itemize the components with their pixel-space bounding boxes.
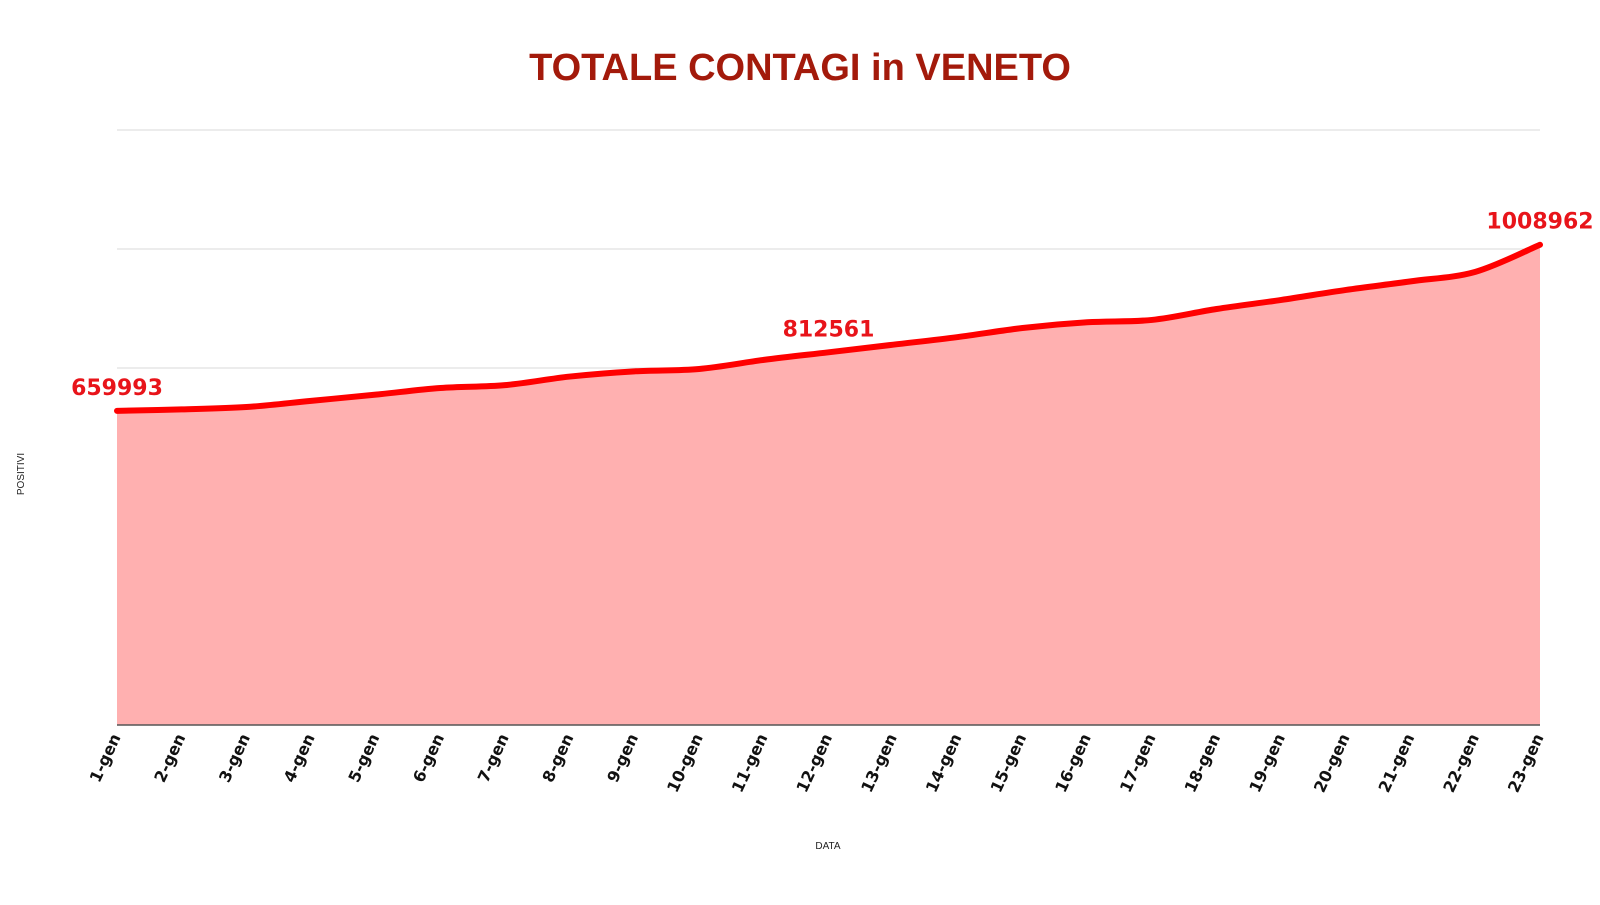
x-tick-label: 17-gen [1116,731,1160,796]
x-tick-label: 13-gen [857,731,901,796]
data-label: 812561 [783,317,875,342]
x-tick-label: 18-gen [1181,731,1225,796]
x-tick-label: 6-gen [409,731,448,786]
x-tick-label: 14-gen [922,731,966,796]
x-tick-label: 9-gen [603,731,642,786]
x-tick-label: 1-gen [86,731,125,786]
area-fill [117,244,1540,726]
data-label: 1008962 [1486,210,1593,235]
y-axis-title: POSITIVI [16,453,27,495]
x-tick-label: 20-gen [1310,731,1354,796]
x-axis-title: DATA [815,841,841,852]
x-tick-label: 12-gen [792,731,836,796]
x-tick-label: 2-gen [150,731,189,786]
data-label: 659993 [71,376,163,401]
x-tick-label: 22-gen [1439,731,1483,796]
x-tick-label: 23-gen [1504,731,1548,796]
x-tick-label: 5-gen [344,731,383,786]
x-tick-label: 8-gen [538,731,577,786]
x-tick-label: 19-gen [1245,731,1289,796]
x-axis-ticks: 1-gen 2-gen 3-gen 4-gen 5-gen 6-gen 7-gen 8-gen… [86,731,1548,796]
data-labels: 659993 812561 1008962 [71,210,1594,401]
series-line [114,241,1543,414]
x-tick-label: 21-gen [1375,731,1419,796]
x-tick-label: 4-gen [280,731,319,786]
x-tick-label: 15-gen [986,731,1030,796]
x-tick-label: 16-gen [1051,731,1095,796]
x-tick-label: 7-gen [474,731,513,786]
chart-title: TOTALE CONTAGI in VENETO [529,47,1071,89]
x-tick-label: 11-gen [728,731,772,796]
x-tick-label: 10-gen [663,731,707,796]
x-tick-label: 3-gen [215,731,254,786]
